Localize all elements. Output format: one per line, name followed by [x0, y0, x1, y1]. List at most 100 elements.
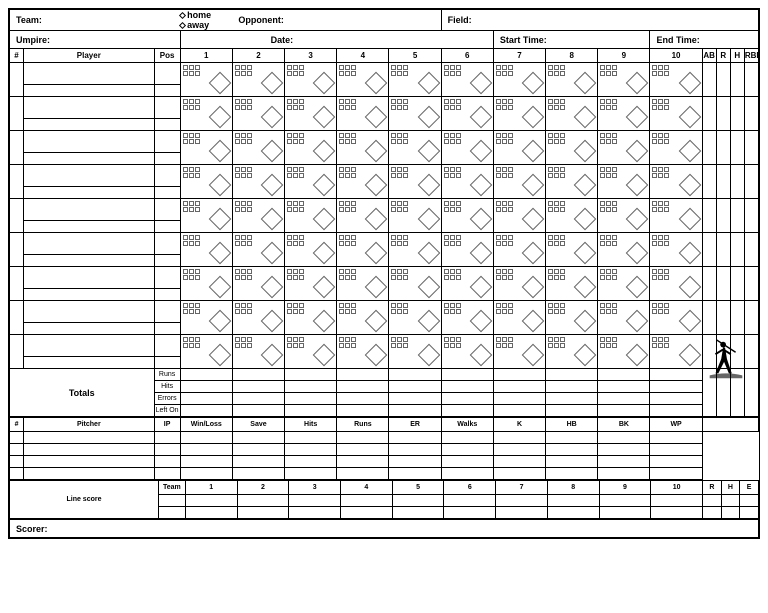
- inning-cell[interactable]: [337, 267, 389, 301]
- inning-cell[interactable]: [441, 131, 493, 165]
- inning-cell[interactable]: [232, 335, 284, 369]
- inning-cell[interactable]: [285, 131, 337, 165]
- inning-cell[interactable]: [650, 233, 702, 267]
- inning-cell[interactable]: [285, 199, 337, 233]
- inning-cell[interactable]: [389, 233, 441, 267]
- inning-cell[interactable]: [389, 335, 441, 369]
- pitcher-row[interactable]: [10, 444, 759, 456]
- player-row[interactable]: [10, 165, 759, 187]
- inning-cell[interactable]: [180, 63, 232, 97]
- inning-cell[interactable]: [546, 63, 598, 97]
- inning-cell[interactable]: [546, 131, 598, 165]
- inning-cell[interactable]: [493, 335, 545, 369]
- inning-cell[interactable]: [493, 301, 545, 335]
- player-row[interactable]: [10, 267, 759, 289]
- player-row[interactable]: [10, 199, 759, 221]
- inning-cell[interactable]: [441, 301, 493, 335]
- inning-cell[interactable]: [441, 233, 493, 267]
- inning-cell[interactable]: [441, 97, 493, 131]
- inning-cell[interactable]: [337, 131, 389, 165]
- inning-cell[interactable]: [180, 97, 232, 131]
- inning-cell[interactable]: [650, 335, 702, 369]
- inning-cell[interactable]: [650, 267, 702, 301]
- inning-cell[interactable]: [232, 165, 284, 199]
- inning-cell[interactable]: [389, 165, 441, 199]
- player-row[interactable]: [10, 301, 759, 323]
- inning-cell[interactable]: [546, 199, 598, 233]
- inning-cell[interactable]: [180, 131, 232, 165]
- inning-cell[interactable]: [180, 335, 232, 369]
- inning-cell[interactable]: [598, 199, 650, 233]
- pitcher-row[interactable]: [10, 432, 759, 444]
- inning-cell[interactable]: [337, 165, 389, 199]
- inning-cell[interactable]: [180, 267, 232, 301]
- inning-cell[interactable]: [232, 199, 284, 233]
- inning-cell[interactable]: [389, 301, 441, 335]
- inning-cell[interactable]: [337, 301, 389, 335]
- inning-cell[interactable]: [650, 199, 702, 233]
- player-row[interactable]: [10, 63, 759, 85]
- inning-cell[interactable]: [337, 199, 389, 233]
- inning-cell[interactable]: [598, 131, 650, 165]
- inning-cell[interactable]: [598, 165, 650, 199]
- inning-cell[interactable]: [180, 301, 232, 335]
- inning-cell[interactable]: [285, 63, 337, 97]
- pitcher-row[interactable]: [10, 468, 759, 480]
- inning-cell[interactable]: [232, 267, 284, 301]
- inning-cell[interactable]: [337, 97, 389, 131]
- inning-cell[interactable]: [441, 199, 493, 233]
- inning-cell[interactable]: [180, 199, 232, 233]
- inning-cell[interactable]: [389, 63, 441, 97]
- inning-cell[interactable]: [598, 301, 650, 335]
- inning-cell[interactable]: [232, 97, 284, 131]
- inning-cell[interactable]: [493, 165, 545, 199]
- inning-cell[interactable]: [493, 233, 545, 267]
- inning-cell[interactable]: [389, 199, 441, 233]
- inning-cell[interactable]: [493, 97, 545, 131]
- inning-cell[interactable]: [180, 165, 232, 199]
- inning-cell[interactable]: [285, 301, 337, 335]
- inning-cell[interactable]: [546, 335, 598, 369]
- inning-cell[interactable]: [598, 335, 650, 369]
- inning-cell[interactable]: [493, 63, 545, 97]
- inning-cell[interactable]: [441, 165, 493, 199]
- inning-cell[interactable]: [232, 63, 284, 97]
- inning-cell[interactable]: [285, 165, 337, 199]
- inning-cell[interactable]: [337, 63, 389, 97]
- inning-cell[interactable]: [441, 63, 493, 97]
- player-row[interactable]: [10, 131, 759, 153]
- inning-cell[interactable]: [493, 131, 545, 165]
- inning-cell[interactable]: [650, 97, 702, 131]
- inning-cell[interactable]: [650, 165, 702, 199]
- inning-cell[interactable]: [598, 97, 650, 131]
- inning-cell[interactable]: [493, 199, 545, 233]
- inning-cell[interactable]: [232, 301, 284, 335]
- inning-cell[interactable]: [546, 97, 598, 131]
- inning-cell[interactable]: [650, 63, 702, 97]
- inning-cell[interactable]: [285, 97, 337, 131]
- inning-cell[interactable]: [598, 63, 650, 97]
- player-row[interactable]: [10, 97, 759, 119]
- home-checkbox[interactable]: [179, 12, 186, 19]
- inning-cell[interactable]: [285, 233, 337, 267]
- inning-cell[interactable]: [546, 165, 598, 199]
- away-checkbox[interactable]: [179, 22, 186, 29]
- inning-cell[interactable]: [389, 97, 441, 131]
- inning-cell[interactable]: [650, 301, 702, 335]
- inning-cell[interactable]: [337, 233, 389, 267]
- inning-cell[interactable]: [546, 233, 598, 267]
- inning-cell[interactable]: [232, 233, 284, 267]
- inning-cell[interactable]: [546, 267, 598, 301]
- pitcher-row[interactable]: [10, 456, 759, 468]
- inning-cell[interactable]: [232, 131, 284, 165]
- inning-cell[interactable]: [598, 233, 650, 267]
- inning-cell[interactable]: [337, 335, 389, 369]
- inning-cell[interactable]: [285, 335, 337, 369]
- player-row[interactable]: [10, 233, 759, 255]
- inning-cell[interactable]: [598, 267, 650, 301]
- inning-cell[interactable]: [389, 131, 441, 165]
- player-row[interactable]: [10, 335, 759, 357]
- inning-cell[interactable]: [285, 267, 337, 301]
- inning-cell[interactable]: [389, 267, 441, 301]
- inning-cell[interactable]: [546, 301, 598, 335]
